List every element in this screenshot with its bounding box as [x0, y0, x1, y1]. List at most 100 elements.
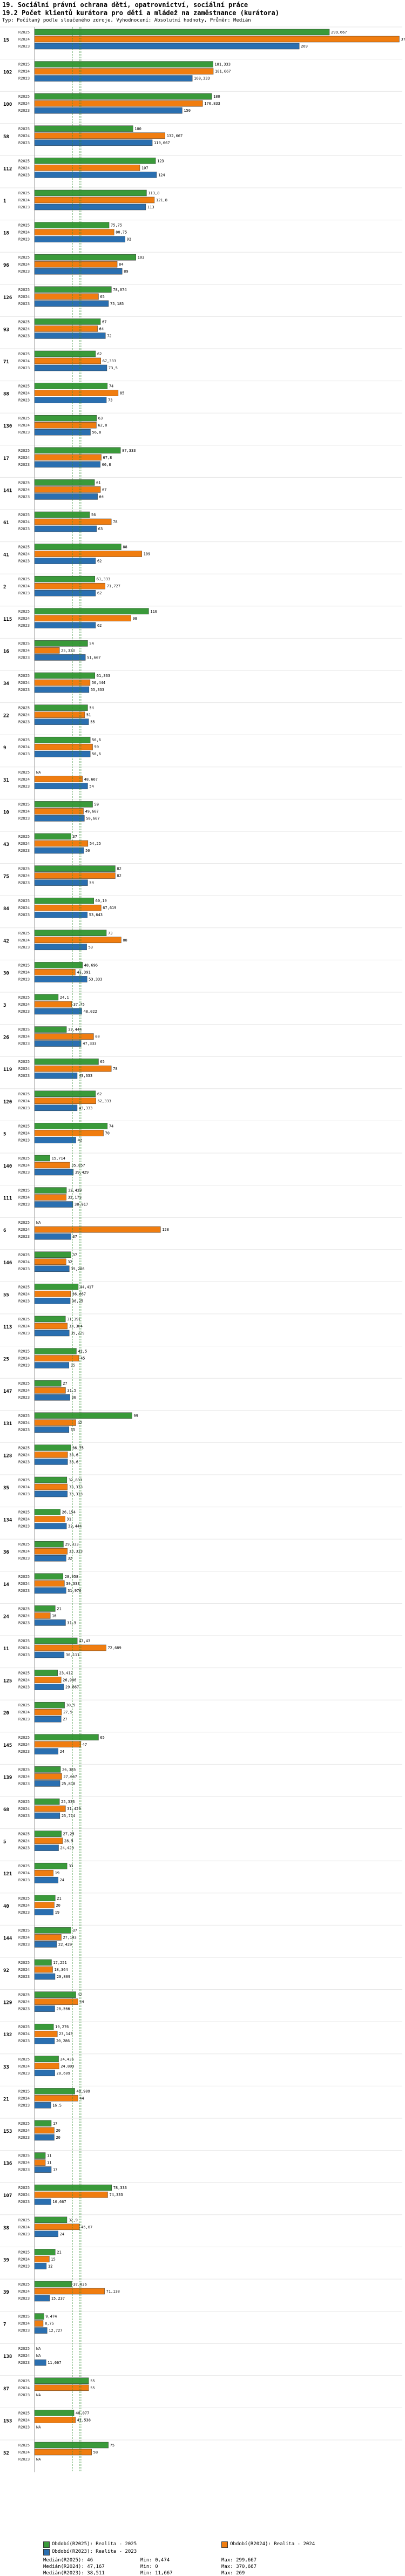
series-label: R2024 — [18, 1388, 30, 1393]
series-label: R2025 — [18, 1767, 30, 1772]
series-label: R2024 — [18, 2322, 30, 2326]
bar-r2023 — [34, 1973, 56, 1980]
data-label: 33,6 — [69, 1460, 78, 1464]
bar-r2025 — [34, 2377, 89, 2384]
data-label: 72,689 — [107, 1646, 121, 1650]
series-label: R2023 — [18, 2200, 30, 2204]
series-label: R2023 — [18, 2168, 30, 2172]
bar-r2024 — [34, 840, 89, 847]
data-label: 62 — [97, 591, 102, 595]
category-label: 40 — [3, 1904, 9, 1909]
data-label: 20,609 — [57, 2071, 70, 2076]
series-label: R2023 — [18, 205, 30, 209]
series-label: R2023 — [18, 1460, 30, 1464]
bar-r2023 — [34, 1523, 67, 1529]
bar-r2025 — [34, 1831, 62, 1837]
data-label: 60 — [95, 1035, 99, 1039]
bar-r2023 — [34, 1330, 70, 1337]
bar-r2024 — [34, 1741, 81, 1748]
data-label: 45,67 — [81, 2225, 92, 2229]
data-label: 160,333 — [194, 77, 210, 81]
bar-r2024 — [34, 776, 83, 783]
series-label: R2025 — [18, 1253, 30, 1257]
bar-r2024 — [34, 2224, 80, 2231]
bar-r2023 — [34, 1780, 60, 1787]
data-label: NA — [36, 2354, 41, 2358]
category-label: 39 — [3, 2258, 9, 2263]
bar-r2024 — [34, 1548, 68, 1555]
bar-r2024 — [34, 1709, 62, 1716]
data-label: 33 — [69, 1864, 73, 1868]
series-label: R2025 — [18, 1575, 30, 1579]
data-label: 40,909 — [77, 2089, 90, 2093]
bar-r2025 — [34, 1155, 50, 1162]
bar-r2024 — [34, 1291, 71, 1297]
data-label: 43,43 — [79, 1639, 90, 1643]
data-label: 22,429 — [58, 1942, 72, 1947]
data-label: 12 — [48, 2264, 52, 2268]
data-label: 32 — [68, 1556, 72, 1561]
category-label: 25 — [3, 1357, 9, 1362]
series-label: R2024 — [18, 777, 30, 782]
bar-r2024 — [34, 1226, 161, 1233]
data-label: 11 — [47, 2161, 51, 2165]
data-label: 82 — [117, 867, 121, 871]
data-label: 53 — [89, 945, 93, 950]
data-label: 72 — [107, 334, 111, 338]
data-label: 80,75 — [116, 231, 127, 235]
data-label: 55 — [90, 2386, 94, 2390]
max-r2023: Max: 269 — [221, 2571, 245, 2576]
data-label: 11,667 — [48, 2361, 61, 2365]
series-label: R2024 — [18, 2225, 30, 2229]
category-label: 92 — [3, 1968, 9, 1974]
data-label: 66,8 — [102, 463, 111, 467]
series-label: R2025 — [18, 2315, 30, 2319]
series-label: R2024 — [18, 2193, 30, 2197]
data-label: 41,538 — [77, 2418, 91, 2422]
series-label: R2025 — [18, 2443, 30, 2448]
bar-r2024 — [34, 422, 97, 429]
data-label: 24 — [60, 2232, 64, 2236]
legend-swatch-r2025 — [43, 2541, 50, 2548]
data-label: 63 — [98, 527, 103, 531]
bar-r2025 — [34, 286, 112, 293]
series-label: R2024 — [18, 1582, 30, 1586]
data-label: 181,333 — [214, 63, 231, 67]
bar-r2024 — [34, 518, 112, 525]
data-label: 30,5 — [66, 1703, 76, 1707]
data-label: 30,333 — [66, 1582, 79, 1586]
bar-r2023 — [34, 783, 88, 790]
bar-r2024 — [34, 1998, 78, 2005]
bar-r2024 — [34, 454, 102, 461]
category-label: 21 — [3, 2097, 9, 2102]
series-label: R2025 — [18, 2218, 30, 2222]
bar-r2025 — [34, 2281, 72, 2288]
data-label: 65 — [100, 1060, 104, 1064]
bar-r2023 — [34, 1876, 58, 1883]
series-label: R2024 — [18, 1228, 30, 1232]
data-label: 75,75 — [111, 223, 122, 228]
data-label: 67 — [102, 320, 106, 324]
data-label: 54 — [89, 881, 93, 885]
bar-r2025 — [34, 1476, 68, 1483]
bar-r2024 — [34, 1483, 68, 1490]
data-label: 85 — [120, 391, 124, 396]
category-label: 128 — [3, 1453, 12, 1459]
data-label: 123 — [157, 159, 164, 163]
bar-r2025 — [34, 222, 110, 228]
bar-r2024 — [34, 1065, 112, 1072]
data-label: 16,667 — [52, 2200, 66, 2204]
series-label: R2025 — [18, 1060, 30, 1064]
data-label: 92 — [127, 238, 131, 242]
series-label: R2024 — [18, 1131, 30, 1135]
data-label: 116 — [150, 609, 157, 614]
data-label: 54 — [89, 641, 93, 646]
category-label: 138 — [3, 2354, 12, 2360]
bar-r2025 — [34, 704, 88, 711]
data-label: 56 — [91, 513, 96, 517]
series-label: R2024 — [18, 745, 30, 749]
data-label: 121,8 — [156, 198, 167, 202]
category-label: 41 — [3, 553, 9, 558]
series-label: R2023 — [18, 2457, 30, 2462]
